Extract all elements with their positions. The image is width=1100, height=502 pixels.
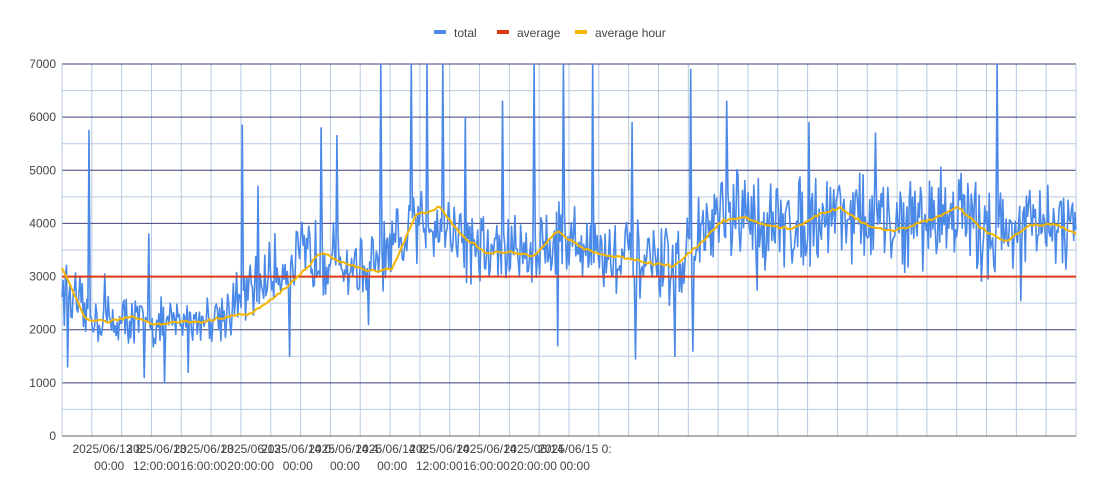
x-tick-label: 12:00:00 — [133, 459, 180, 473]
y-tick-label: 3000 — [29, 270, 56, 284]
series-layer — [61, 63, 1077, 384]
x-tick-label: 2025/06/14 8: — [355, 442, 428, 456]
series-average-hour-line — [61, 205, 1077, 326]
x-tick-label: 2025/06/13 8: — [72, 442, 145, 456]
y-tick-label: 1000 — [29, 376, 56, 390]
x-tick-label: 20:00:00 — [227, 459, 274, 473]
x-tick-label: 16:00:00 — [180, 459, 227, 473]
x-tick-label: 00:00 — [94, 459, 124, 473]
y-tick-label: 7000 — [29, 57, 56, 71]
y-tick-label: 2000 — [29, 323, 56, 337]
x-tick-label: 20:00:00 — [510, 459, 557, 473]
legend-swatch — [497, 30, 509, 34]
series-total-line — [61, 63, 1077, 384]
x-tick-label: 2025/06/14 — [456, 442, 516, 456]
x-tick-label: 2025/06/14 — [409, 442, 469, 456]
legend: total average average hour — [434, 26, 666, 40]
x-tick-label: 00:00 — [330, 459, 360, 473]
x-tick-label: 16:00:00 — [463, 459, 510, 473]
legend-label: total — [454, 26, 477, 40]
x-tick-label: 00:00 — [377, 459, 407, 473]
x-tick-label: 2025/06/13 — [126, 442, 186, 456]
x-tick-label: 2025/06/14 0: — [261, 442, 334, 456]
x-tick-label: 00:00 — [283, 459, 313, 473]
legend-swatch — [434, 30, 446, 34]
x-tick-label: 2025/06/13 — [173, 442, 233, 456]
legend-label: average — [517, 26, 561, 40]
x-tick-label: 2025/06/13 — [221, 442, 281, 456]
x-tick-label: 2025/06/15 0: — [538, 442, 611, 456]
y-tick-label: 4000 — [29, 216, 56, 230]
x-tick-label: 2025/06/14 4: — [308, 442, 381, 456]
legend-swatch — [575, 30, 587, 34]
x-tick-label: 2025/06/14 — [504, 442, 564, 456]
y-axis: 0 1000 2000 3000 4000 5000 6000 7000 — [29, 57, 56, 443]
x-axis: 2025/06/13 8:00:002025/06/1312:00:002025… — [72, 442, 611, 473]
y-tick-label: 6000 — [29, 110, 56, 124]
legend-label: average hour — [595, 26, 666, 40]
minor-gridlines — [62, 64, 1076, 436]
x-tick-label: 12:00:00 — [416, 459, 463, 473]
y-tick-label: 5000 — [29, 163, 56, 177]
x-tick-label: 00:00 — [560, 459, 590, 473]
y-tick-label: 0 — [49, 429, 56, 443]
